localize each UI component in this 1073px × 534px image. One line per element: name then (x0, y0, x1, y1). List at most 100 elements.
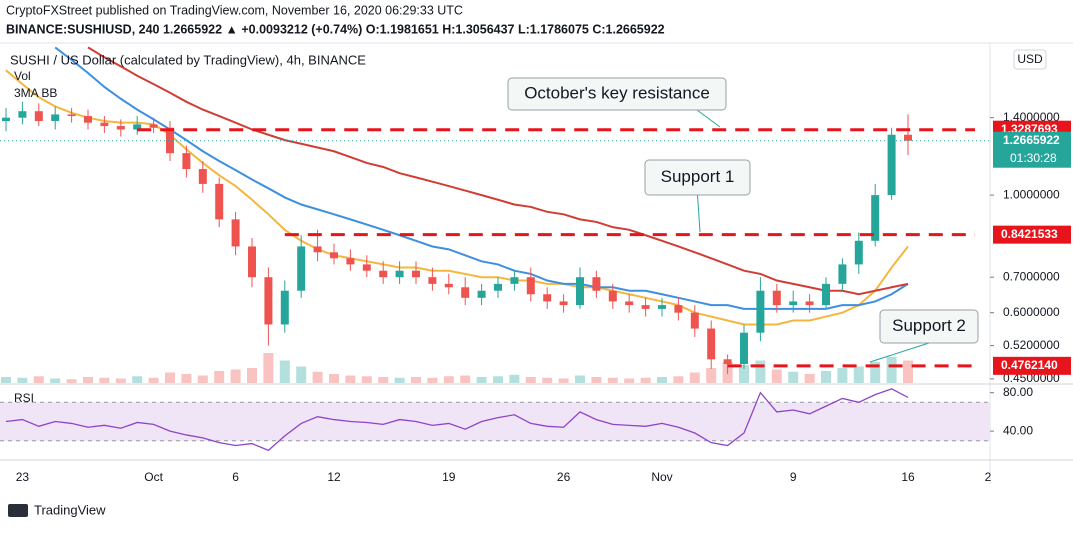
candle-body (264, 277, 273, 325)
x-tick-label: Oct (144, 470, 163, 484)
volume-label: Vol (14, 69, 31, 83)
volume-bar (870, 362, 881, 383)
y-tick-label: 0.5200000 (1003, 338, 1060, 352)
volume-bar (886, 356, 897, 383)
volume-bar (115, 378, 126, 383)
rsi-line (5, 388, 909, 452)
candle-body (723, 359, 732, 365)
candle-body (477, 290, 486, 298)
volume-bar (607, 377, 618, 383)
volume-bar (230, 369, 241, 383)
volume-bar (148, 377, 159, 383)
x-tick-label: 6 (232, 470, 239, 484)
candle-body (346, 258, 355, 265)
currency-button[interactable] (1013, 49, 1047, 70)
candle-body (182, 153, 191, 170)
y-tick-label: 0.6000000 (1003, 305, 1060, 319)
callout-text: Support 1 (661, 167, 735, 186)
countdown: 01:30:28 (1010, 151, 1057, 165)
volume-bar (755, 360, 766, 383)
candle-body (871, 195, 880, 241)
candle-body (690, 312, 699, 329)
candle-body (166, 127, 174, 154)
candle-body (149, 124, 158, 128)
x-tick-label: 9 (790, 470, 797, 484)
candle-body (444, 283, 453, 288)
candle-body (658, 305, 666, 309)
x-tick-label: 12 (327, 470, 341, 484)
volume-bar (312, 371, 323, 383)
candle-body (100, 122, 109, 127)
candle-body (526, 277, 535, 295)
currency[interactable]: USD (1017, 52, 1043, 66)
candle-body (838, 264, 847, 284)
volume-bar (329, 374, 339, 383)
rsi-tick-label: 40.00 (1003, 423, 1033, 437)
volume-bar (33, 376, 44, 383)
candle-body (133, 124, 142, 130)
volume-bar (427, 377, 438, 383)
y-tick-label: 1.0000000 (1003, 187, 1060, 201)
volume-bar (525, 377, 536, 383)
volume-bar (657, 377, 667, 383)
volume-bar (673, 376, 684, 383)
volume-bar (345, 375, 356, 383)
candle-body (362, 264, 371, 271)
callout-box (879, 309, 979, 344)
callout-line (696, 109, 721, 128)
volume-bar (640, 377, 651, 383)
candle-body (412, 270, 420, 278)
volume-bar (706, 368, 717, 383)
volume-bar (17, 377, 28, 383)
candle-body (707, 328, 716, 360)
level-label: 0.8421533 (1001, 227, 1058, 241)
volume-bar (181, 374, 192, 383)
candle-body (822, 283, 830, 306)
candle-body (576, 277, 584, 306)
candle-body (543, 294, 552, 302)
candle-body (116, 126, 125, 130)
y-tick-label: 1.4000000 (1003, 110, 1060, 124)
candle-body (18, 111, 27, 118)
callout-box (644, 159, 751, 196)
candle-body (904, 134, 912, 141)
x-tick-label: 19 (442, 470, 456, 484)
candle-body (248, 246, 256, 278)
ma-line (87, 46, 909, 296)
volume-bar (689, 372, 700, 383)
rsi-tick-label: 80.00 (1003, 385, 1033, 399)
y-tick-label: 0.7000000 (1003, 269, 1060, 283)
candle-body (428, 277, 437, 284)
volume-bar (378, 377, 389, 383)
level-label: 0.4762140 (1001, 358, 1058, 372)
candle-body (772, 290, 781, 306)
overlay: 1.4000000 1.0000000 0.7000000 0.6000000 0.52… (0, 77, 1071, 484)
volume-bar (903, 360, 913, 383)
candle-body (461, 287, 470, 298)
volume-bar (509, 374, 520, 383)
price-pane (1, 46, 913, 383)
footer-logo (8, 504, 28, 517)
volume-bar (575, 375, 585, 383)
x-tick-label: Nov (651, 470, 672, 484)
candle-body (34, 111, 43, 121)
volume-bar (476, 377, 487, 383)
volume-bar (739, 365, 749, 383)
candle-body (559, 301, 568, 306)
level-tag (993, 356, 1071, 375)
callout-text: Support 2 (892, 316, 966, 335)
volume-bar (296, 366, 307, 383)
candle-body (494, 283, 502, 291)
x-tick-label: 2 (985, 470, 992, 484)
volume-bar (279, 360, 290, 383)
callout-text: October's key resistance (524, 83, 710, 102)
candle-body (280, 290, 289, 325)
candle-body (510, 277, 519, 284)
candle-body (641, 305, 650, 309)
candle-body (313, 246, 322, 253)
candle-body (330, 252, 338, 259)
candle-body (84, 116, 92, 123)
candle-body (854, 240, 863, 265)
x-tick-label: 26 (557, 470, 571, 484)
